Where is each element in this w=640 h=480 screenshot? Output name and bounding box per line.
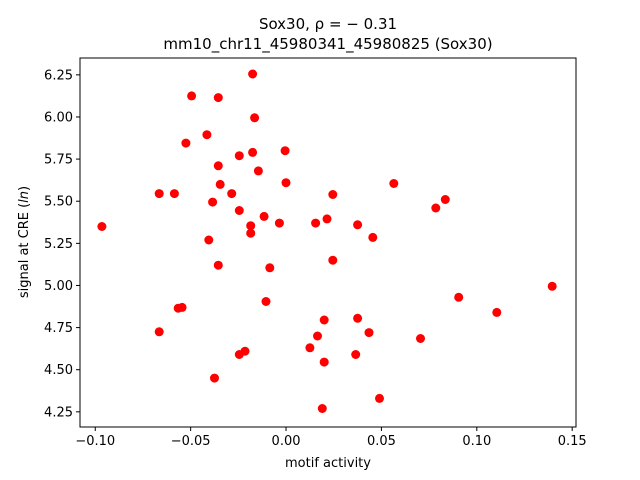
data-point [208, 197, 218, 207]
data-point [213, 260, 223, 270]
data-point [253, 166, 263, 176]
data-point [353, 313, 363, 323]
data-point [305, 343, 315, 353]
y-tick-label: 5.50 [44, 195, 73, 210]
y-tick-label: 4.75 [44, 321, 73, 336]
data-point [322, 214, 332, 224]
data-point [364, 328, 374, 338]
x-tick-label: 0.15 [558, 434, 587, 449]
data-point [248, 147, 258, 157]
y-axis-label: signal at CRE (ln) [17, 186, 32, 298]
data-point [173, 303, 183, 313]
data-point [416, 334, 425, 343]
data-point [368, 232, 378, 242]
data-point [213, 93, 223, 103]
data-point [454, 292, 464, 302]
data-point [319, 315, 329, 325]
axes-frame [79, 57, 577, 428]
data-point [215, 179, 225, 189]
data-point [154, 189, 164, 199]
data-point [261, 297, 271, 306]
y-axis-label-suffix: ) [17, 186, 32, 191]
data-point [311, 218, 321, 228]
y-tick-label: 5.00 [44, 279, 73, 294]
data-point [248, 69, 258, 79]
chart-title-line2: mm10_chr11_45980341_45980825 (Sox30) [163, 35, 492, 54]
data-point [246, 221, 256, 231]
y-tick-label: 5.25 [44, 237, 73, 252]
data-point [181, 138, 191, 148]
data-point [274, 218, 284, 228]
data-point [246, 228, 256, 238]
data-point [317, 404, 327, 413]
data-point [234, 350, 244, 359]
data-point [227, 189, 237, 199]
data-point [353, 220, 363, 230]
y-tick-label: 5.75 [44, 153, 73, 168]
y-axis-label-prefix: signal at CRE ( [17, 203, 32, 298]
y-tick-label: 6.00 [44, 110, 73, 125]
x-tick-label: −0.10 [75, 434, 115, 449]
data-point [213, 161, 223, 171]
y-tick-label: 4.50 [44, 363, 73, 378]
data-point [234, 206, 244, 215]
data-point [250, 113, 260, 123]
data-point [204, 235, 214, 245]
x-axis-ticks: −0.10 −0.05 0.00 0.05 0.10 0.15 [75, 427, 587, 449]
data-point [187, 91, 197, 101]
x-axis-label: motif activity [285, 456, 371, 471]
data-point [265, 263, 275, 273]
data-point [259, 211, 269, 221]
data-point [169, 189, 179, 199]
data-point [234, 151, 244, 161]
data-point [440, 195, 450, 204]
y-tick-label: 6.25 [44, 68, 73, 83]
data-points [97, 69, 557, 413]
y-axis-label-italic: ln [17, 191, 32, 203]
data-point [351, 350, 361, 359]
data-point [281, 178, 291, 188]
x-tick-label: 0.00 [272, 434, 301, 449]
x-tick-label: 0.05 [367, 434, 396, 449]
data-point [313, 331, 322, 341]
y-axis-ticks: 4.25 4.50 4.75 5.00 5.25 5.50 5.75 6.00 6.25 [44, 68, 80, 420]
data-point [375, 393, 384, 403]
data-point [97, 222, 107, 231]
data-point [389, 179, 399, 188]
data-point [431, 203, 441, 213]
x-tick-label: 0.10 [462, 434, 491, 449]
data-point [202, 130, 212, 140]
data-point [328, 255, 338, 265]
y-tick-label: 4.25 [44, 405, 73, 420]
data-point [280, 146, 290, 156]
data-point [492, 307, 502, 317]
data-point [319, 357, 329, 367]
data-point [328, 190, 338, 199]
data-point [547, 281, 557, 291]
plot-area [79, 57, 577, 428]
data-point [154, 327, 164, 337]
data-point [210, 373, 219, 383]
x-tick-label: −0.05 [171, 434, 211, 449]
chart-title-line1: Sox30, ρ = − 0.31 [259, 15, 397, 33]
